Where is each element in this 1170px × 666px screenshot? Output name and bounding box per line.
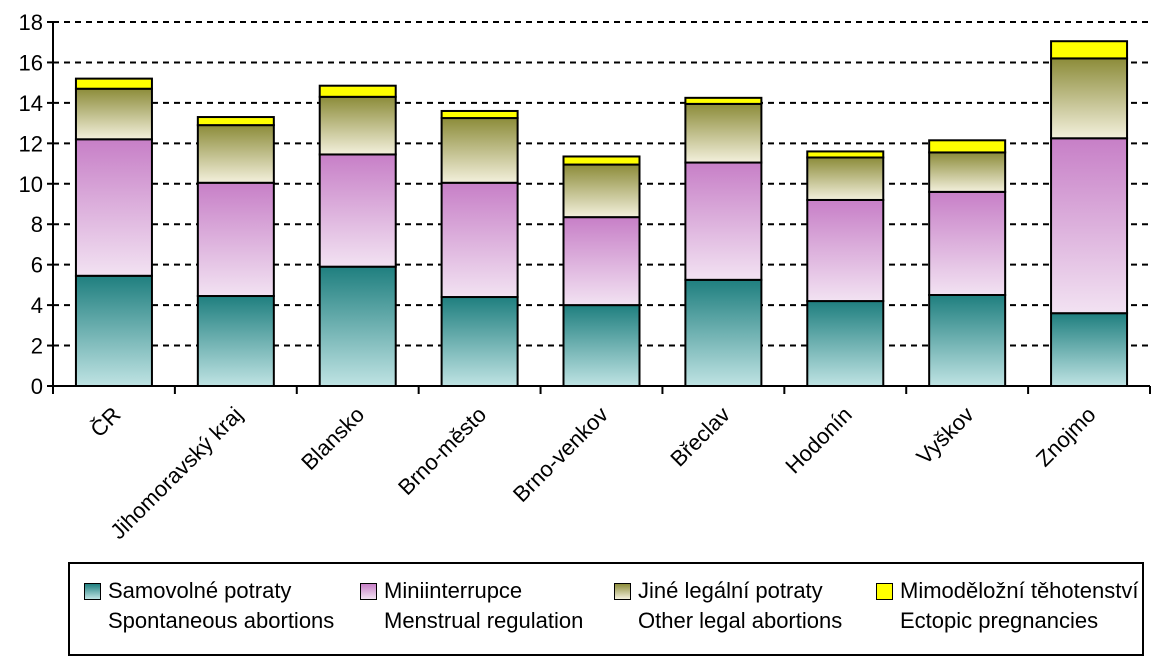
legend-swatch-other-legal [614,583,631,600]
x-tick-label: Břeclav [665,402,735,472]
bar-segment [684,96,763,105]
x-tick-label: ČR [85,402,125,442]
x-tick-label: Brno-venkov [508,402,613,507]
legend-label: Samovolné potraty [108,578,292,603]
bar-segment [562,155,641,166]
bar-segment [806,198,885,303]
y-tick-labels: 0 2 4 6 8 10 12 14 16 18 [19,10,43,399]
bar-segment [196,295,275,387]
legend-label-en: Menstrual regulation [384,608,584,633]
x-tick-label: Znojmo [1031,402,1101,472]
y-tick-label: 18 [19,10,43,35]
x-tick-label: Hodonín [780,402,857,479]
legend-label-en: Spontaneous abortions [108,608,335,633]
legend-label: Mimoděložní těhotenství [900,578,1139,603]
bar-segment [684,278,763,388]
x-tick-label: Vyškov [911,402,978,469]
bar-segment [928,151,1007,193]
bar-segment [440,181,519,299]
bar-segment [74,138,153,277]
bar-segment [74,77,153,90]
bar-segment [1050,137,1129,315]
bar-segment [196,124,275,184]
legend-label-en: Other legal abortions [638,608,843,633]
axes [47,21,1151,394]
bar-segment [1050,312,1129,388]
bar-segment [562,304,641,387]
y-tick-label: 0 [31,374,43,399]
bar-segment [1050,40,1129,60]
y-tick-label: 14 [19,91,43,116]
y-tick-label: 8 [31,212,43,237]
bar-segment [318,95,397,156]
bar-segment [196,181,275,298]
bars [74,40,1129,388]
bar-segment [806,156,885,201]
legend-swatch-spontaneous [84,583,101,600]
legend-label: Miniinterrupce [384,578,523,603]
bar-segment [562,216,641,307]
y-tick-label: 4 [31,293,43,318]
bar-segment [928,294,1007,387]
bar-segment [196,116,275,127]
y-tick-label: 6 [31,253,43,278]
bar-segment [684,161,763,281]
bar-segment [318,153,397,268]
bar-segment [318,84,397,98]
x-tick-label: Jihomoravský kraj [105,402,247,544]
y-tick-label: 2 [31,334,43,359]
bar-segment [928,190,1007,296]
legend-label-en: Ectopic pregnancies [900,608,1099,633]
y-tick-label: 12 [19,131,43,156]
bar-segment [74,87,153,141]
bar-segment [74,274,153,387]
x-tick-label: Blansko [296,402,369,475]
bar-segment [440,296,519,387]
y-tick-label: 10 [19,172,43,197]
bar-segment [928,139,1007,154]
bar-segment [806,300,885,388]
bar-segment [318,265,397,388]
bar-segment [806,150,885,159]
bar-segment [562,163,641,219]
legend: Samovolné potraty Spontaneous abortions … [68,562,1144,656]
bar-segment [684,102,763,164]
x-tick-label: Brno-město [393,402,491,500]
legend-swatch-ectopic [876,583,893,600]
legend-label: Jiné legální potraty [638,578,823,603]
bar-segment [440,109,519,120]
legend-swatch-menstrual [360,583,377,600]
bar-segment [1050,57,1129,140]
y-tick-label: 16 [19,50,43,75]
bar-segment [440,117,519,184]
